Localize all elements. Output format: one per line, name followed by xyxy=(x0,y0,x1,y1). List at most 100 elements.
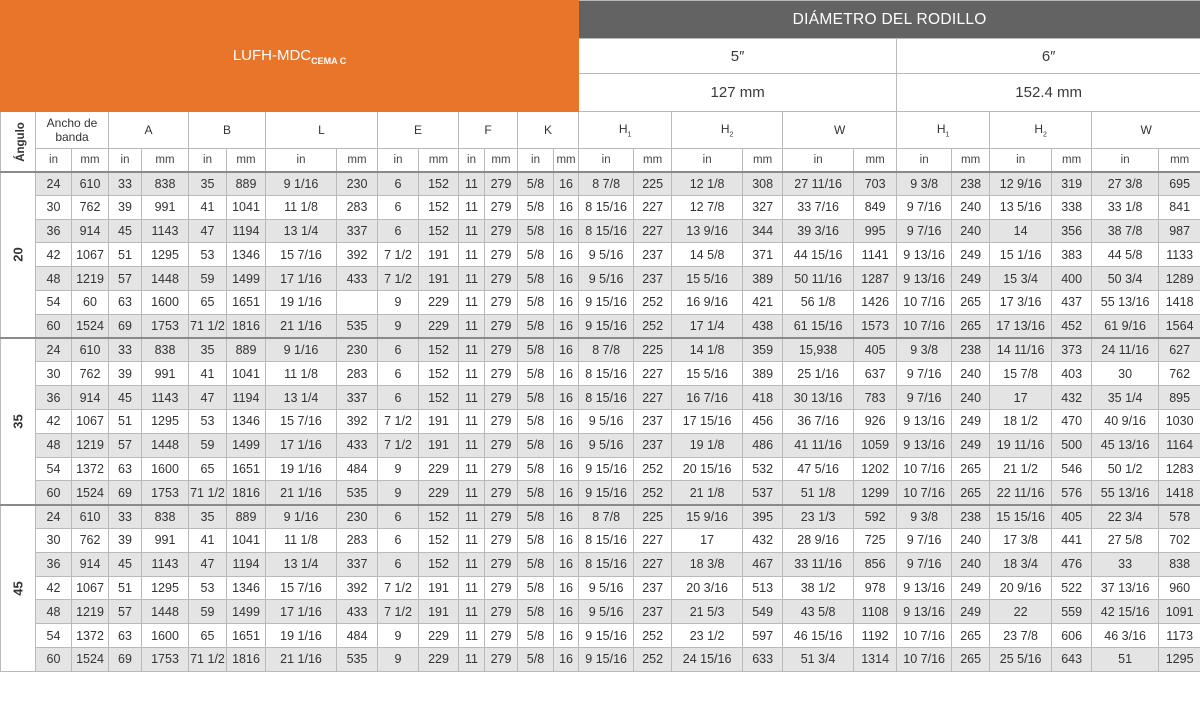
table-cell: 21 5/3 xyxy=(671,599,744,625)
table-cell: 238 xyxy=(951,170,991,196)
table-cell: 13 1/4 xyxy=(265,385,337,410)
table-cell: 191 xyxy=(418,575,459,601)
table-cell: 5/8 xyxy=(517,313,554,339)
table-cell: 30 xyxy=(35,194,72,220)
table-cell: 15 3/4 xyxy=(989,266,1053,291)
table-cell: 59 xyxy=(188,266,227,291)
table-cell: 13 9/16 xyxy=(671,218,744,244)
table-cell: 21 1/16 xyxy=(265,480,337,506)
table-cell: 227 xyxy=(633,527,673,553)
table-cell: 19 1/16 xyxy=(265,623,337,648)
table-cell: 695 xyxy=(1158,170,1200,196)
table-cell: 926 xyxy=(853,408,898,434)
table-cell: 1173 xyxy=(1158,623,1200,648)
table-cell: 22 xyxy=(989,599,1053,625)
table-cell: 47 xyxy=(188,218,227,244)
table-cell: 50 1/2 xyxy=(1091,456,1160,482)
table-cell xyxy=(336,289,378,315)
table-cell: 240 xyxy=(951,194,991,220)
table-cell: 17 xyxy=(989,385,1053,410)
unit-row: in mm in mm in mm in mm in mm in mm in mm in mm in mm in mm… xyxy=(1,148,1200,172)
table-cell: 7 1/2 xyxy=(377,408,419,434)
table-cell: 405 xyxy=(1051,503,1093,529)
unit-label: in xyxy=(517,148,554,172)
table-cell: 36 xyxy=(35,551,72,577)
table-cell: 249 xyxy=(951,599,991,625)
table-cell: 889 xyxy=(226,170,266,196)
table-cell: 1041 xyxy=(226,194,266,220)
table-cell: 476 xyxy=(1051,551,1093,577)
table-cell: 1651 xyxy=(226,456,266,482)
table-cell: 15 15/16 xyxy=(989,503,1053,529)
table-cell: 229 xyxy=(418,623,459,648)
table-cell: 21 1/8 xyxy=(671,480,744,506)
unit-label: in xyxy=(377,148,419,172)
roller-diameter-banner: DIÁMETRO DEL RODILLO xyxy=(578,0,1200,39)
table-cell: 383 xyxy=(1051,242,1093,268)
table-cell: 392 xyxy=(336,408,378,434)
table-cell: 578 xyxy=(1158,503,1200,529)
unit-label: in xyxy=(896,148,953,172)
table-cell: 11 1/8 xyxy=(265,194,337,220)
unit-label: mm xyxy=(418,148,459,172)
table-cell: 35 xyxy=(188,170,227,196)
table-cell: 8 15/16 xyxy=(578,527,635,553)
table-cell: 9 5/16 xyxy=(578,242,635,268)
table-cell: 265 xyxy=(951,646,991,672)
table-row: 42 1067 51 1295 53 1346 15 7/16 392 7 1/2 191 11 27… xyxy=(1,575,1200,601)
table-cell: 403 xyxy=(1051,361,1093,387)
table-cell: 1564 xyxy=(1158,313,1200,339)
table-cell: 252 xyxy=(633,456,673,482)
table-cell: 15 5/16 xyxy=(671,266,744,291)
table-cell: 9 15/16 xyxy=(578,456,635,482)
table-cell: 59 xyxy=(188,432,227,458)
table-cell: 991 xyxy=(141,361,189,387)
unit-label: mm xyxy=(71,148,109,172)
table-cell: 23 7/8 xyxy=(989,623,1053,648)
table-cell: 11 1/8 xyxy=(265,527,337,553)
table-cell: 5/8 xyxy=(517,266,554,291)
table-cell: 38 7/8 xyxy=(1091,218,1160,244)
table-cell: 69 xyxy=(108,646,142,672)
table-cell: 356 xyxy=(1051,218,1093,244)
col-l-header: L xyxy=(265,111,378,149)
table-cell: 1143 xyxy=(141,218,189,244)
table-cell: 1299 xyxy=(853,480,898,506)
table-cell: 15 5/16 xyxy=(671,361,744,387)
table-cell: 237 xyxy=(633,575,673,601)
unit-label: mm xyxy=(336,148,378,172)
table-cell: 762 xyxy=(1158,361,1200,387)
table-cell: 279 xyxy=(484,313,518,339)
table-cell: 63 xyxy=(108,623,142,648)
table-cell: 627 xyxy=(1158,337,1200,363)
table-cell: 15 7/8 xyxy=(989,361,1053,387)
table-cell: 19 1/8 xyxy=(671,432,744,458)
table-cell: 16 xyxy=(552,361,580,387)
table-cell: 9 15/16 xyxy=(578,480,635,506)
table-cell: 392 xyxy=(336,242,378,268)
table-cell: 5/8 xyxy=(517,385,554,410)
table-cell: 227 xyxy=(633,218,673,244)
table-cell: 1346 xyxy=(226,575,266,601)
table-cell: 14 11/16 xyxy=(989,337,1053,363)
table-cell: 400 xyxy=(1051,266,1093,291)
table-cell: 25 1/16 xyxy=(782,361,855,387)
table-cell: 338 xyxy=(1051,194,1093,220)
table-cell: 40 9/16 xyxy=(1091,408,1160,434)
table-cell: 537 xyxy=(742,480,784,506)
unit-label: mm xyxy=(226,148,266,172)
table-cell: 484 xyxy=(336,456,378,482)
table-cell: 1524 xyxy=(71,480,109,506)
table-cell: 9 3/8 xyxy=(896,337,953,363)
table-cell: 1295 xyxy=(141,242,189,268)
table-cell: 702 xyxy=(1158,527,1200,553)
table-cell: 21 1/2 xyxy=(989,456,1053,482)
table-cell: 46 15/16 xyxy=(782,623,855,648)
table-cell: 265 xyxy=(951,480,991,506)
table-cell: 21 1/16 xyxy=(265,646,337,672)
table-cell: 1059 xyxy=(853,432,898,458)
table-cell: 371 xyxy=(742,242,784,268)
table-cell: 5/8 xyxy=(517,480,554,506)
table-cell: 1524 xyxy=(71,313,109,339)
table-cell: 249 xyxy=(951,266,991,291)
